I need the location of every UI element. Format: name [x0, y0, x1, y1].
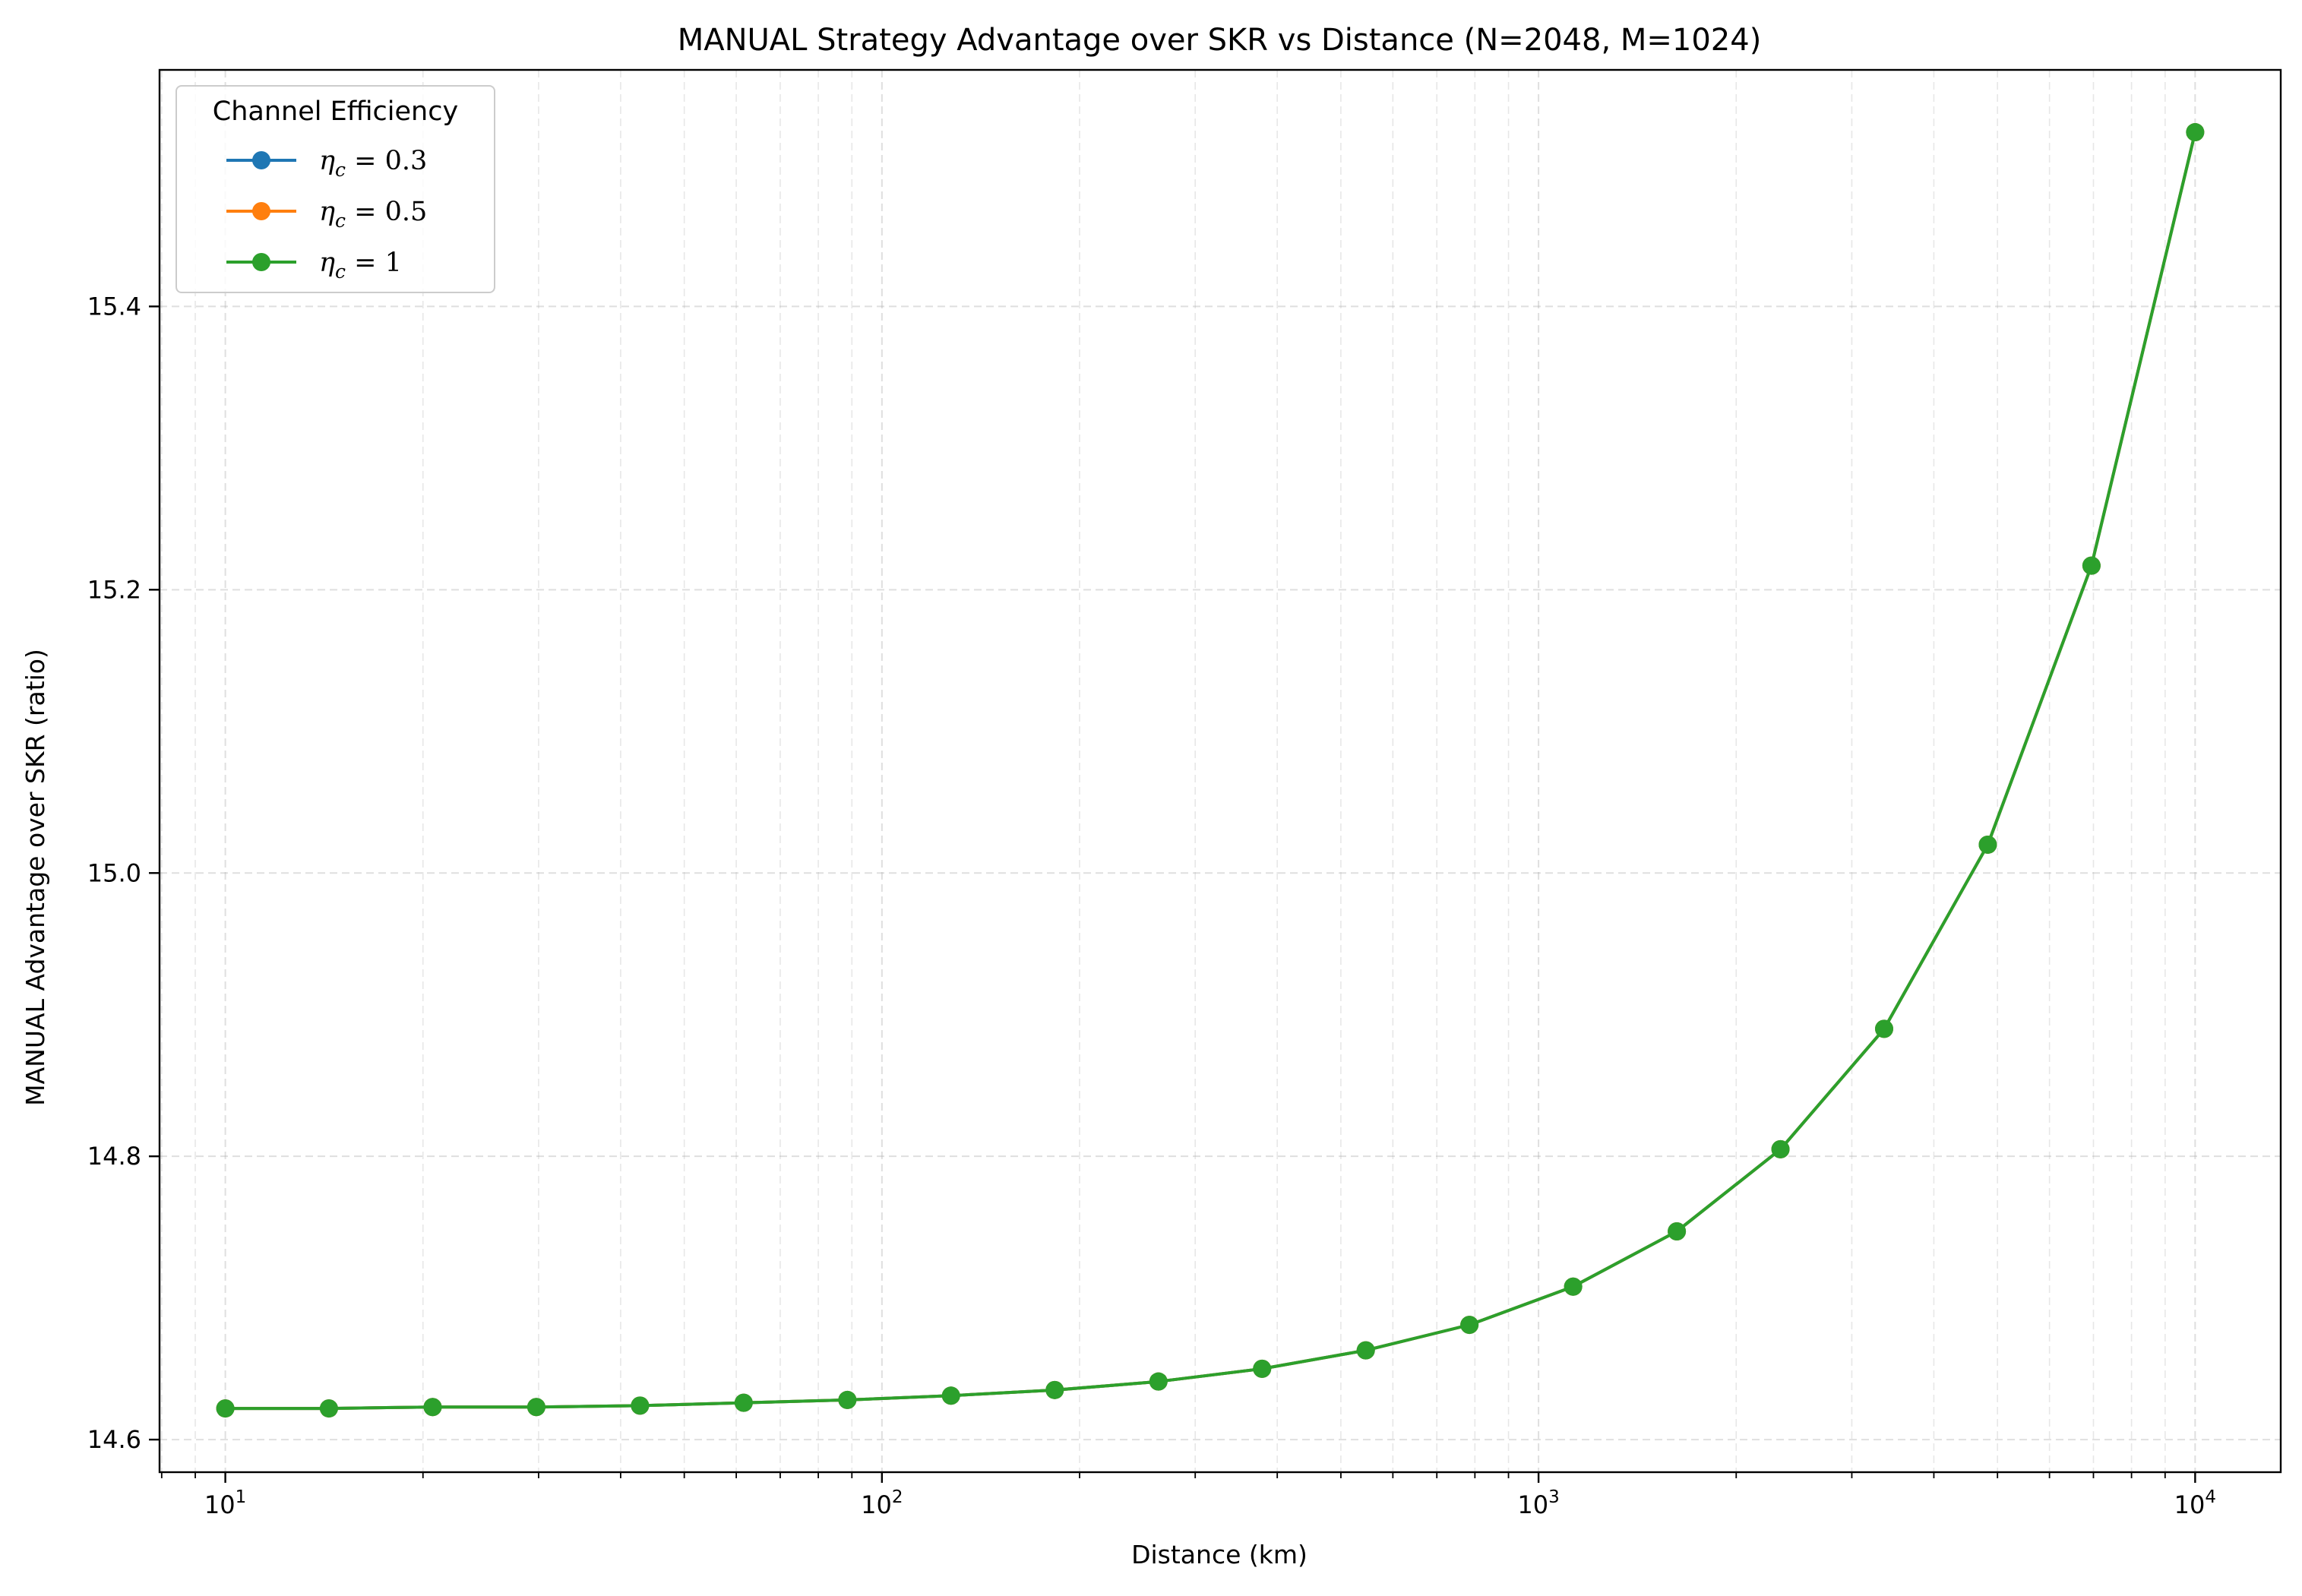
data-point [941, 1386, 960, 1405]
grid-layer [160, 70, 2281, 1472]
legend-marker-2 [252, 253, 270, 271]
data-point [1253, 1359, 1272, 1378]
y-tick-label: 15.2 [87, 575, 141, 604]
data-point [1045, 1380, 1064, 1399]
x-tick-label: 101 [204, 1487, 246, 1519]
data-point [526, 1398, 545, 1417]
data-point [1668, 1222, 1687, 1241]
data-point [423, 1398, 442, 1417]
series-line-1 [225, 131, 2197, 1411]
y-tick-label: 15.4 [87, 292, 141, 321]
data-point [1564, 1277, 1583, 1296]
data-point [319, 1399, 338, 1418]
series-line-2 [225, 131, 2197, 1411]
y-tick-label: 14.6 [87, 1425, 141, 1454]
legend-title: Channel Efficiency [213, 96, 458, 127]
legend-label-2: ηc = 1 [319, 248, 402, 283]
legend: Channel Efficiency ηc = 0.3 ηc = 0.5 ηc = 1 [175, 85, 495, 293]
data-point [2186, 123, 2205, 142]
plot-frame [158, 68, 2282, 1474]
data-point [631, 1396, 650, 1415]
y-tick-label: 14.8 [87, 1142, 141, 1171]
data-point [1771, 1139, 1790, 1158]
series-layer [216, 123, 2205, 1418]
y-tick-label: 15.0 [87, 858, 141, 887]
x-tick-label: 102 [861, 1487, 903, 1519]
chart-title: MANUAL Strategy Advantage over SKR vs Di… [678, 23, 1762, 58]
legend-box [175, 85, 495, 293]
x-tick-label: 104 [2174, 1487, 2216, 1519]
x-tick-label: 103 [1517, 1487, 1559, 1519]
legend-label-0: ηc = 0.3 [319, 146, 427, 181]
data-point [216, 1399, 235, 1418]
data-point [734, 1393, 753, 1412]
data-point [838, 1390, 857, 1409]
data-point [1356, 1341, 1375, 1360]
axis-layer: 14.6 14.8 15.0 15.2 15.4 101 102 103 104 [87, 292, 2216, 1519]
series-line-0 [225, 131, 2197, 1411]
legend-marker-1 [252, 202, 270, 220]
data-point [1874, 1019, 1893, 1038]
legend-marker-0 [252, 151, 270, 169]
legend-label-1: ηc = 0.5 [319, 197, 427, 232]
data-point [1149, 1372, 1168, 1391]
x-axis-title: Distance (km) [1131, 1540, 1308, 1569]
y-axis-title: MANUAL Advantage over SKR (ratio) [21, 649, 50, 1106]
data-point [2082, 556, 2101, 575]
data-point [1978, 835, 1997, 854]
data-point [1460, 1316, 1479, 1335]
